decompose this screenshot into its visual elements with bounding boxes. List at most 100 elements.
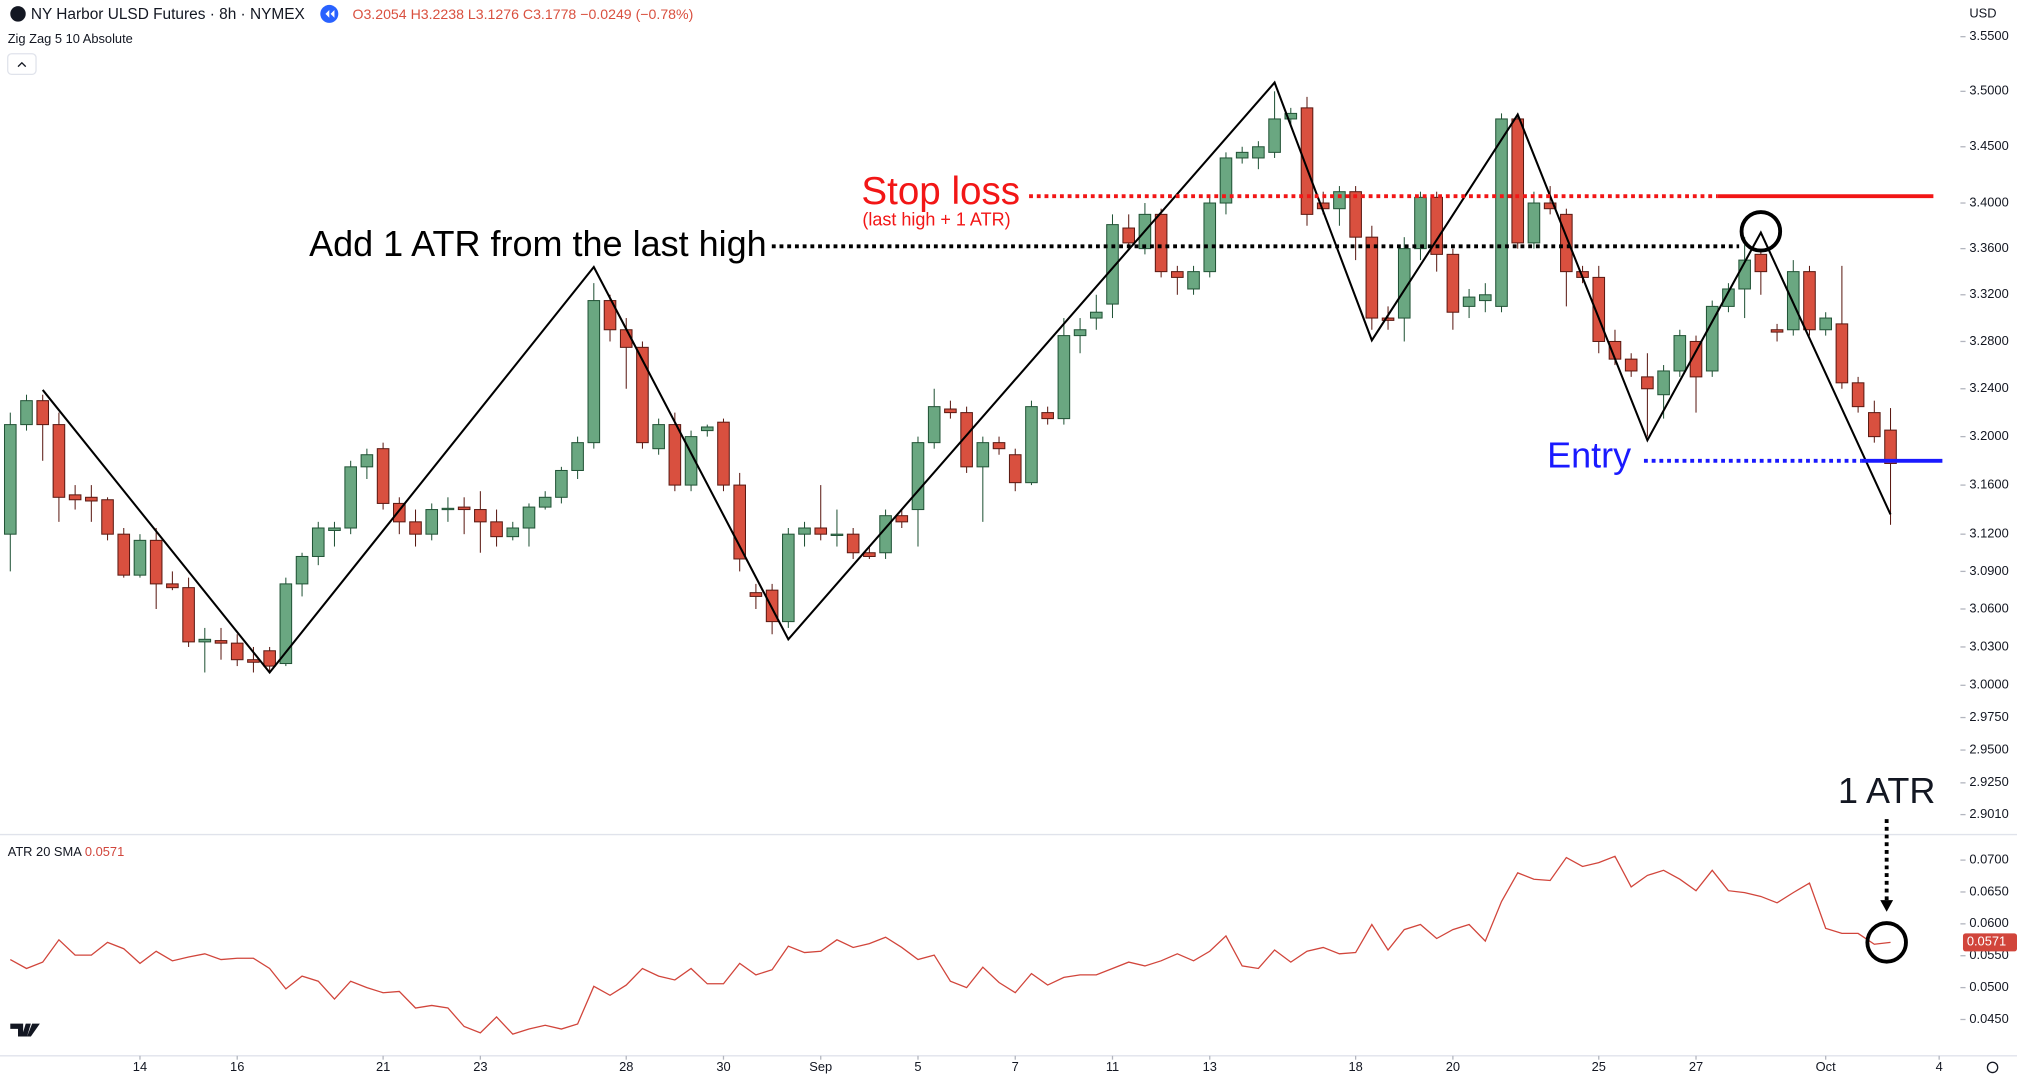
stop-loss-label: Stop loss [861,170,1020,213]
candle-body [1738,259,1751,290]
candle-body [1592,276,1606,342]
candle-body [1089,311,1103,319]
y-tick-label: 3.4500 [1969,138,2008,153]
candle-body [830,533,844,536]
y-tick-label: 3.2000 [1969,428,2008,443]
logo[interactable] [10,1023,40,1037]
candle-body [1673,335,1687,372]
indicator-label[interactable]: Zig Zag 5 10 Absolute [8,31,133,46]
candle-body [1884,429,1897,464]
candle-body [992,442,1006,450]
candle-body [1284,112,1298,120]
candle-body [1868,412,1881,438]
candle-body [717,421,730,486]
y-tick-label: 2.9500 [1969,741,2008,756]
candle-body [214,640,228,644]
candle-body [1349,191,1362,238]
candle-body [927,406,941,444]
last-value-label: 0.0571 [1967,934,2006,949]
candle-body [1430,196,1443,255]
candle-body [603,300,617,331]
candle-body [506,527,520,538]
candle-body [1333,191,1346,210]
candle-body [863,552,876,557]
candle-body [911,442,925,511]
y-tick-label: 0.0450 [1969,1011,2008,1026]
candle-body [1057,335,1071,420]
candle-body [425,509,439,535]
last-high-circle [1739,210,1783,253]
stop-loss-note: (last high + 1 ATR) [862,209,1010,229]
y-tick-label: 3.4000 [1969,194,2008,209]
candle-body [1657,370,1670,396]
y-tick-label: 2.9750 [1969,709,2008,724]
atr-title[interactable]: ATR 20 SMA [8,844,83,859]
candle-body [1252,146,1265,159]
atr-circle [1865,921,1908,964]
x-tick-label: 21 [376,1059,390,1074]
x-tick-label: Oct [1816,1059,1836,1074]
candle-body [279,583,293,665]
candle-body [1414,196,1427,250]
y-tick-label: 3.0600 [1969,600,2008,615]
candle-body [1835,323,1849,384]
candle-body [1560,213,1573,273]
y-tick-label: 3.3600 [1969,240,2008,255]
y-tick-label: 0.0600 [1969,915,2008,930]
candle-body [1397,248,1411,319]
x-tick-label: 27 [1689,1059,1703,1074]
y-tick-label: 3.5000 [1969,83,2008,98]
candle-body [1106,224,1119,305]
currency[interactable]: USD [1969,5,1996,20]
candle-body [1705,305,1719,372]
ohlc-readout: O3.2054 H3.2238 L3.1276 C3.1778 −0.0249 … [352,6,693,22]
x-tick-label: 7 [1012,1059,1019,1074]
candle-body [1235,151,1249,159]
candle-body [1268,118,1281,153]
y-tick-label: 2.9250 [1969,774,2008,789]
candle-body [668,424,682,486]
candle-body [1154,213,1168,273]
candle-body [749,592,763,597]
candle-body [3,424,17,535]
candle-body [636,346,649,444]
settings-icon[interactable] [1986,1061,1999,1074]
y-tick-label: 2.9010 [1969,806,2008,821]
x-tick-label: 20 [1446,1059,1460,1074]
x-tick-label: 23 [473,1059,487,1074]
atr-line [9,855,1891,1035]
candle-body [1187,271,1200,290]
y-tick-label: 0.0500 [1969,979,2008,994]
x-tick-label: 5 [914,1059,921,1074]
y-tick-label: 3.1600 [1969,476,2008,491]
x-tick-label: 16 [230,1059,244,1074]
x-tick-label: 18 [1348,1059,1362,1074]
candle-body [571,442,584,471]
atr-arrowhead [1880,900,1894,912]
candle-body [798,527,811,535]
y-tick-label: 3.2800 [1969,333,2008,348]
candle-body [733,484,746,560]
candle-body [1624,358,1638,372]
collapse-button[interactable] [7,53,37,75]
candle-body [1527,202,1541,244]
y-tick-label: 3.2400 [1969,380,2008,395]
candle-body [344,466,357,529]
candle-body [895,515,909,523]
candle-body [182,587,195,643]
collapse-icon [17,61,27,68]
y-tick-label: 3.0900 [1969,563,2008,578]
zigzag-line [41,80,1892,675]
symbol-icon[interactable] [10,6,26,22]
candle-body [555,469,568,498]
candle-body [1754,253,1768,273]
candle-body [944,408,957,414]
symbol[interactable]: NY Harbor ULSD Futures · 8h · NYMEX [31,6,305,23]
candle-body [311,527,325,557]
candle-body [1365,236,1379,319]
sync-icon-arrows [325,10,335,18]
candle-body [587,300,601,444]
candle-body [166,583,179,589]
